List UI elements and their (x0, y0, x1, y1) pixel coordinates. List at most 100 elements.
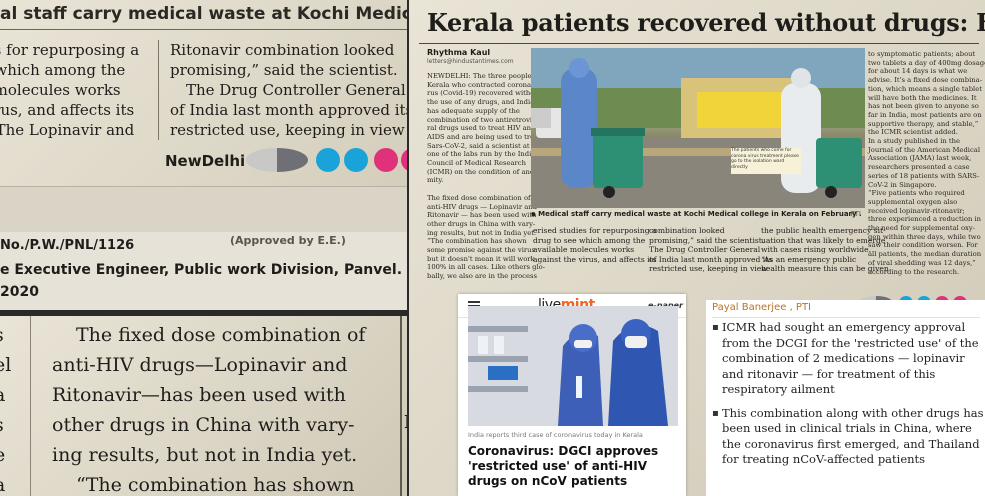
text-line: but it doesn't mean it will work (427, 254, 535, 263)
text-line: mity. (427, 176, 444, 185)
text-line: promising,” said the scientist. (170, 61, 398, 79)
photo-caption: ▪ Medical staff carry medical waste at K… (531, 210, 865, 218)
dateline-city: NewDelhi (165, 152, 246, 170)
text-line: some promise against the virus (427, 246, 535, 255)
tender-number: No./P.W./PNL/1126 (0, 238, 135, 253)
text-line: anti-HIV drugs — Lopinavir and (427, 202, 538, 211)
livemint-epaper-card[interactable]: livemint e-paper India reports third cas… (458, 294, 686, 496)
text-line: 100% in all cases. Like others glo- (427, 263, 546, 272)
magenta-registration-dot (401, 148, 407, 172)
text-line: NEWDELHI: The three people from (427, 72, 551, 80)
epaper-link[interactable]: e-paper (648, 301, 683, 310)
text-line: Journal of the American Medical (868, 145, 981, 154)
bullet-item: This combination along with other drugs … (712, 406, 984, 468)
text-line: saw their condition worsen. For (868, 241, 978, 250)
text-line: AIDS and are being used to treat (427, 132, 541, 141)
text-line (427, 185, 527, 194)
article-headline: Kerala patients recovered without drugs:… (427, 8, 985, 37)
text-line: the use of any drugs, and India (427, 98, 535, 107)
text-line: according to the research. (868, 267, 960, 276)
text-line: ing results, but not in India yet. (427, 228, 537, 237)
text-line: erised studies for repurposing a (533, 226, 657, 235)
text-line: two tablets a day of 400mg dosage (868, 58, 985, 67)
photo-sign-text: The patients who come for corona virus t… (731, 148, 799, 170)
article-column-right: Ritonavir combination looked promising,”… (170, 40, 407, 140)
text-line: promising,” said the scientist. (649, 235, 765, 245)
article-column-3: combination looked promising,” said the s… (649, 226, 772, 274)
newspaper-crop-magnified: s el a s e a The fixed dose combination … (0, 316, 407, 496)
article-thumbnail[interactable] (468, 306, 678, 426)
text-line: “The combination has shown (427, 237, 527, 246)
text-line: The Drug Controller General (186, 81, 406, 99)
text-line: ing results, but not in India yet. (52, 444, 358, 466)
article-column-main: The fixed dose combination of anti-HIV d… (52, 320, 392, 496)
text-line: three experienced a reduction in (868, 215, 982, 224)
text-line: the ICMR scientist added. (868, 128, 958, 137)
text-line: e molecules works (0, 81, 121, 99)
text-line: CoV-2 in Singapore. (868, 180, 937, 189)
text-line: In a study published in the (868, 137, 961, 146)
text-line: ral drugs used to treat HIV and (427, 124, 536, 133)
text-line: Ritonavir—has been used with (52, 384, 346, 406)
article-column-fragment: s el a s e a (0, 320, 24, 496)
text-line: of India last month approved its (649, 254, 773, 264)
text-line: combination looked (649, 226, 725, 235)
text-line: g which among the (0, 61, 126, 79)
text-line: advise. It's a fixed dose combina- (868, 76, 983, 85)
text-line: Council of Medical Research (427, 159, 526, 168)
photo-caption-strip: al staff carry medical waste at Kochi Me… (0, 0, 407, 30)
article-columns: ies for repurposing a g which among the … (0, 40, 407, 140)
text-line: will have both the medicines. It (868, 93, 977, 102)
cyan-registration-dot (344, 148, 368, 172)
magenta-registration-dot (374, 148, 398, 172)
text-line: virus, and affects its (0, 101, 135, 119)
text-line: of India last month approved its (170, 101, 407, 119)
text-line: “Five patients who required (868, 189, 965, 198)
text-line: of viral shedding was 12 days,” (868, 258, 976, 267)
caption-text: al staff carry medical waste at Kochi Me… (0, 4, 407, 24)
article-kicker: India reports third case of coronavirus … (468, 431, 643, 439)
photo-illustration (531, 48, 865, 208)
text-line: Kerala who contracted coronavi- (427, 80, 540, 89)
text-line: supplemental oxygen also (868, 197, 958, 206)
text-line: combination of two antiretrovi- (427, 115, 535, 124)
bullet-item: ICMR had sought an emergency approval fr… (712, 320, 984, 398)
divider (712, 317, 980, 318)
text-line: “As an emergency public (761, 254, 857, 264)
author-credit: Payal Banerjee , PTI (712, 302, 812, 313)
text-line: all patients, the median duration (868, 250, 982, 259)
byline-email: letters@hindustantimes.com (427, 58, 514, 65)
text-line: The fixed dose combination of (427, 193, 531, 202)
byline: Rhythma Kaul (427, 48, 491, 57)
text-line: el (0, 354, 12, 376)
text-line: “The combination has shown (76, 474, 355, 496)
text-line: s (0, 410, 24, 440)
newspaper-crop-top-left: al staff carry medical waste at Kochi Me… (0, 0, 407, 310)
bullet-list: ICMR had sought an emergency approval fr… (712, 320, 984, 476)
text-line: uation that was likely to emerge (761, 235, 886, 245)
headline-rule (419, 43, 979, 44)
text-line: for about 14 days is what we (868, 67, 968, 76)
text-line: drug to see which among the (533, 235, 646, 245)
text-line: available molecules works (533, 245, 635, 255)
text-line: gen within three days, while two (868, 232, 981, 241)
pti-article-excerpt: Payal Banerjee , PTI ICMR had sought an … (706, 300, 985, 496)
text-line: one of the labs run by the Indian (427, 150, 540, 159)
approval-note: (Approved by E.E.) (230, 234, 346, 247)
article-column-3b: the public health emergency sit-uation t… (761, 226, 889, 274)
text-line: received lopinavir-ritonavir; (868, 206, 965, 215)
article-title-link[interactable]: Coronavirus: DGCI approves 'restricted u… (468, 444, 659, 488)
text-line: restricted use, keeping in view (649, 264, 768, 274)
text-line: researchers presented a case (868, 163, 970, 172)
text-line: The Drug Controller General (649, 245, 761, 255)
text-line: other drugs in China with vary- (52, 414, 355, 436)
photo-credit: PTI (850, 210, 861, 218)
text-line: Association (JAMA) last week, (868, 154, 972, 163)
article-column-4: to symptomatic patients; about two tablet… (868, 50, 985, 276)
text-line: t. The Lopinavir and (0, 121, 135, 139)
article-column-2: erised studies for repurposing a drug to … (533, 226, 657, 264)
column-divider (30, 316, 31, 496)
text-line: The fixed dose combination of (76, 324, 366, 346)
text-line: bally, we also are in the process (427, 272, 537, 281)
year-line: 2020 (0, 284, 39, 300)
